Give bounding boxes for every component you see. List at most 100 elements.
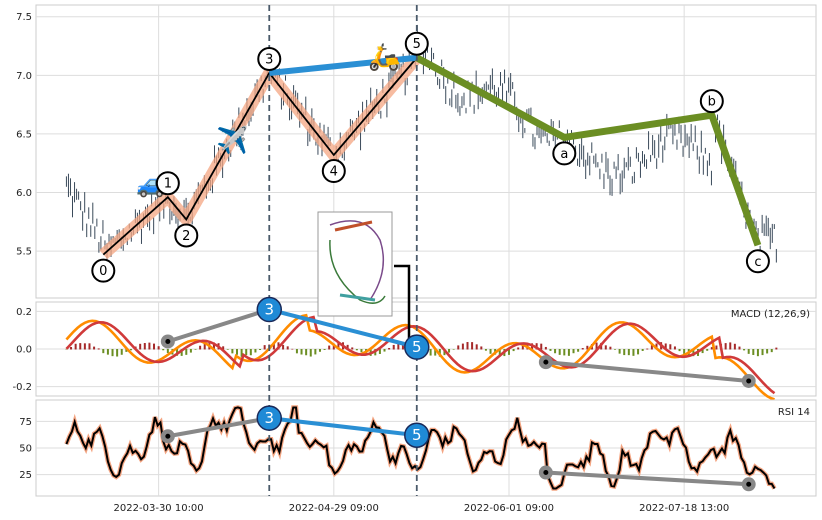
minimap-track: [329, 239, 386, 304]
macd-histogram-bar: [282, 344, 285, 350]
macd-histogram-bar: [480, 346, 483, 350]
macd-histogram-bar: [351, 347, 354, 350]
macd-histogram-bar: [111, 349, 114, 357]
macd-histogram-bar: [263, 345, 266, 350]
wave-label-2: 2: [182, 229, 190, 244]
macd-histogram-bar: [637, 349, 640, 355]
x-tick-label: 2022-04-29 09:00: [289, 503, 379, 514]
macd-y-tick-label: 0.2: [16, 307, 32, 318]
rsi-y-tick-label: 25: [19, 470, 32, 481]
x-axis: 2022-03-30 10:00 2022-04-29 09:00 2022-06-…: [114, 503, 730, 514]
rsi-divergence-dot: [746, 481, 752, 487]
macd-histogram-bar: [766, 349, 769, 354]
macd-histogram-bar: [189, 349, 192, 353]
macd-histogram-bar: [180, 349, 183, 356]
macd-histogram-bar: [729, 342, 732, 350]
macd-histogram-bar: [97, 348, 100, 350]
macd-histogram-bar: [83, 343, 86, 350]
macd-title: MACD (12,26,9): [731, 309, 810, 320]
macd-line: [65, 313, 775, 401]
macd-histogram-bar: [383, 349, 386, 352]
macd-divergence-dot: [746, 378, 752, 384]
macd-histogram-bar: [706, 349, 709, 351]
macd-divergence-dot: [165, 338, 171, 344]
macd-histogram-bar: [604, 345, 607, 350]
macd-histogram-bar: [346, 344, 349, 350]
macd-histogram-bar: [775, 347, 778, 350]
scooter-icon: 🛵: [368, 43, 400, 73]
macd-histogram-bar: [752, 349, 755, 355]
macd-histogram-bar: [743, 349, 746, 351]
macd-histogram-bar: [388, 347, 391, 350]
macd-histogram-bar: [641, 349, 644, 351]
macd-histogram-bar: [770, 349, 773, 353]
airplane-icon: ✈️: [216, 124, 248, 156]
wave-lines: [99, 53, 762, 260]
macd-histogram-bar: [70, 347, 73, 350]
minimap-thumbnail: [317, 211, 393, 317]
macd-histogram-bar: [448, 349, 451, 353]
impulse-wave-line: [102, 57, 418, 256]
wave-label-circle: [699, 89, 724, 114]
macd-histogram-bar: [609, 346, 612, 350]
macd-histogram-bar: [235, 349, 238, 355]
macd-histogram-bar: [143, 343, 146, 350]
macd-histogram-bar: [129, 349, 132, 351]
macd-histogram-bar: [650, 345, 653, 350]
price-y-tick-label: 5.5: [16, 247, 32, 258]
macd-histogram-bar: [88, 343, 91, 350]
macd-histogram-bar: [116, 349, 119, 357]
macd-histogram-bar: [563, 349, 566, 356]
macd-histogram-bar: [673, 346, 676, 350]
macd-histogram-bar: [397, 343, 400, 350]
macd-histogram-bar: [632, 349, 635, 356]
macd-histogram-bar: [309, 349, 312, 357]
macd-histogram-bar: [678, 349, 681, 352]
macd-divergence-line: [545, 360, 749, 383]
rsi-wave-badge: [404, 422, 430, 448]
macd-histogram-bar: [249, 349, 252, 356]
macd-histogram-bar: [148, 342, 151, 350]
price-y-tick-label: 6.5: [16, 129, 32, 140]
macd-histogram-bar: [507, 349, 510, 355]
macd-histogram-bar: [212, 342, 215, 350]
macd-histogram-bar: [74, 343, 77, 350]
macd-histogram-bar: [102, 349, 105, 354]
macd-histogram-bar: [623, 349, 626, 356]
wave-label-0: 0: [99, 264, 107, 279]
macd-histogram-bar: [471, 342, 474, 350]
rsi-y-tick-label: 75: [19, 417, 32, 428]
macd-histogram-bar: [328, 345, 331, 350]
macd-histogram-bar: [272, 342, 275, 350]
macd-histogram-bar: [254, 349, 257, 353]
macd-histogram-bar: [291, 348, 294, 350]
macd-histogram-bar: [724, 343, 727, 350]
x-tick-label: 2022-06-01 09:00: [464, 503, 554, 514]
signal-line: [65, 315, 776, 395]
macd-histogram-bar: [153, 343, 156, 350]
wave-label-c: c: [754, 255, 761, 270]
macd-histogram-bar: [655, 343, 658, 350]
macd-histogram-bar: [614, 349, 617, 350]
macd-histogram-bar: [618, 349, 621, 354]
minimap-train: [334, 220, 373, 232]
macd-histogram-bar: [498, 349, 501, 357]
rsi-divergence-dot: [543, 470, 549, 476]
macd-histogram-bar: [337, 341, 340, 350]
corrective-wave-line: [415, 54, 762, 247]
macd-histogram-bar: [401, 343, 404, 350]
rsi-divergence-line: [167, 416, 270, 439]
wave-label-5: 5: [413, 37, 421, 52]
macd-histogram-bar: [761, 349, 764, 356]
macd-histogram-bar: [65, 349, 68, 350]
macd-histogram-bar: [162, 349, 165, 351]
wave-label-circle: [155, 171, 180, 196]
rsi-divergence-line: [545, 470, 749, 487]
macd-histogram-bar: [452, 349, 455, 350]
macd-histogram-bar: [457, 345, 460, 350]
price-frame: [35, 4, 817, 299]
macd-histogram-bar: [79, 343, 82, 350]
macd-histogram-bar: [300, 349, 303, 355]
macd-histogram-bar: [203, 342, 206, 350]
x-tick-label: 2022-03-30 10:00: [114, 503, 204, 514]
